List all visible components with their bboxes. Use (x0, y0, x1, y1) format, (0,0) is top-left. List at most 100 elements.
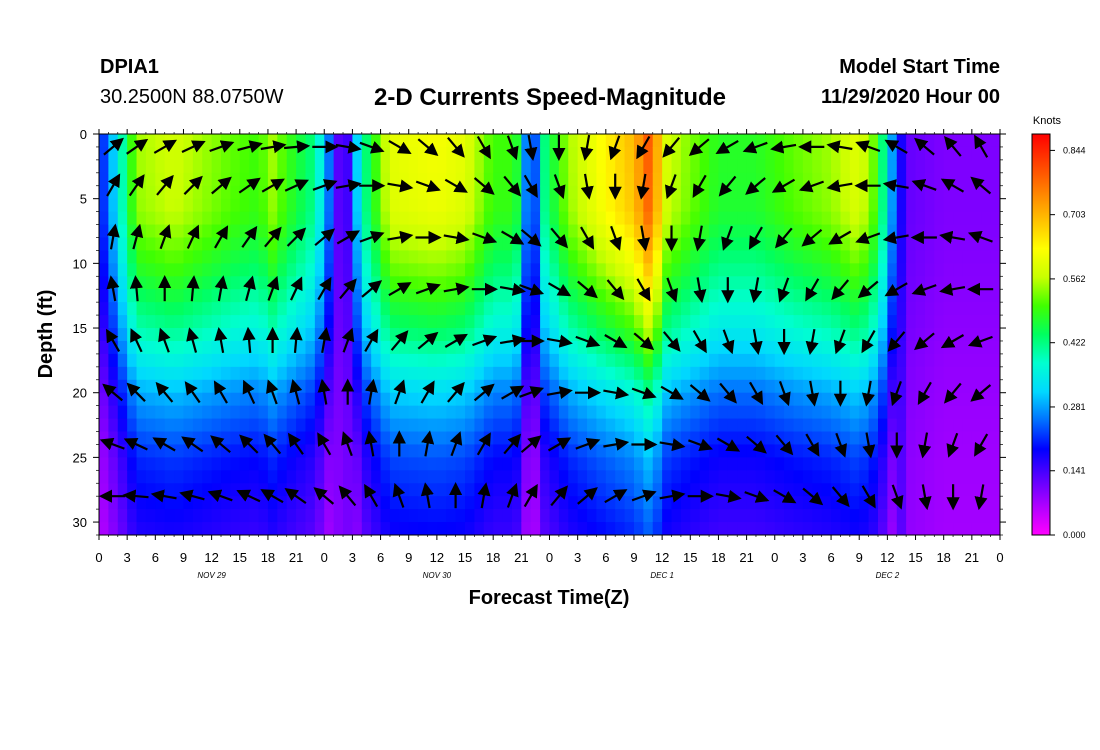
heatmap-cell (737, 379, 748, 394)
heatmap-cell (671, 172, 682, 187)
current-arrow (341, 327, 355, 353)
heatmap-cell (812, 172, 823, 187)
heatmap-cell (483, 444, 494, 458)
heatmap-cell (624, 237, 635, 252)
heatmap-cell (981, 418, 992, 433)
heatmap-cell (784, 250, 795, 264)
heatmap-cell (709, 289, 720, 303)
heatmap-cell (737, 418, 748, 433)
heatmap-cell (352, 431, 363, 446)
heatmap-cell (680, 392, 691, 407)
current-arrow (506, 135, 519, 161)
heatmap-cell (493, 509, 504, 523)
heatmap-cell (549, 470, 560, 484)
heatmap-cell (887, 353, 898, 368)
heatmap-cell (183, 146, 194, 161)
heatmap-cell (652, 250, 663, 264)
heatmap-cell (680, 315, 691, 329)
heatmap-cell (887, 315, 898, 329)
heatmap-cell (202, 172, 213, 187)
heatmap-cell (493, 172, 504, 187)
heatmap-cell (774, 392, 785, 407)
heatmap-cell (399, 392, 410, 407)
heatmap-cell (145, 289, 156, 303)
heatmap-cell (821, 302, 832, 316)
heatmap-cell (859, 328, 870, 342)
heatmap-cell (605, 289, 616, 303)
heatmap-cell (286, 392, 297, 407)
heatmap-cell (812, 431, 823, 446)
heatmap-cell (164, 522, 175, 535)
heatmap-cell (549, 392, 560, 407)
heatmap-cell (174, 418, 185, 433)
heatmap-cell (896, 431, 907, 446)
heatmap-cell (436, 276, 447, 290)
heatmap-cell (117, 444, 128, 458)
heatmap-cell (540, 276, 551, 290)
heatmap-cell (474, 328, 485, 342)
heatmap-cell (709, 146, 720, 161)
heatmap-cell (211, 159, 222, 174)
heatmap-cell (314, 457, 325, 471)
heatmap-cell (615, 263, 626, 277)
heatmap-cell (680, 224, 691, 239)
heatmap-cell (868, 522, 879, 535)
x-tick-label: 21 (289, 550, 303, 565)
heatmap-cell (802, 263, 813, 277)
heatmap-cell (408, 159, 419, 174)
heatmap-cell (868, 379, 879, 394)
heatmap-cell (474, 379, 485, 394)
heatmap-cell (802, 146, 813, 161)
heatmap-cell (155, 444, 166, 458)
heatmap-cell (249, 444, 260, 458)
heatmap-cell (521, 224, 532, 239)
heatmap-cell (746, 457, 757, 471)
heatmap-cell (746, 224, 757, 239)
heatmap-cell (605, 379, 616, 394)
heatmap-cell (605, 470, 616, 484)
heatmap-cell (802, 353, 813, 368)
heatmap-cell (971, 315, 982, 329)
heatmap-cell (877, 431, 888, 446)
heatmap-cell (361, 224, 372, 239)
heatmap-cell (971, 159, 982, 174)
heatmap-cell (474, 211, 485, 226)
heatmap-cell (530, 302, 541, 316)
heatmap-cell (587, 340, 598, 355)
heatmap-cell (455, 366, 466, 381)
heatmap-cell (615, 366, 626, 381)
heatmap-cell (821, 509, 832, 523)
heatmap-cell (943, 289, 954, 303)
heatmap-cell (840, 315, 851, 329)
heatmap-cell (286, 418, 297, 433)
heatmap-cell (418, 172, 429, 187)
heatmap-cell (183, 315, 194, 329)
heatmap-cell (174, 496, 185, 510)
current-arrow (946, 432, 959, 458)
heatmap-cell (784, 302, 795, 316)
heatmap-cell (455, 418, 466, 433)
heatmap-cell (446, 431, 457, 446)
heatmap-cell (934, 328, 945, 342)
heatmap-cell (549, 522, 560, 535)
heatmap-cell (802, 250, 813, 264)
heatmap-cell (521, 263, 532, 277)
heatmap-cell (117, 198, 128, 213)
current-arrow (106, 223, 120, 250)
x-tick-label: 12 (880, 550, 894, 565)
heatmap-cell (249, 340, 260, 355)
heatmap-cell (746, 198, 757, 213)
heatmap-cell (474, 418, 485, 433)
heatmap-cell (840, 405, 851, 420)
heatmap-cell (821, 379, 832, 394)
heatmap-cell (633, 483, 644, 497)
heatmap-cell (568, 457, 579, 471)
current-arrow (476, 135, 491, 160)
heatmap-cell (117, 340, 128, 355)
heatmap-cell (258, 470, 269, 484)
heatmap-cell (117, 328, 128, 342)
heatmap-cell (596, 405, 607, 420)
heatmap-cell (699, 302, 710, 316)
heatmap-cell (633, 509, 644, 523)
heatmap-cell (568, 496, 579, 510)
